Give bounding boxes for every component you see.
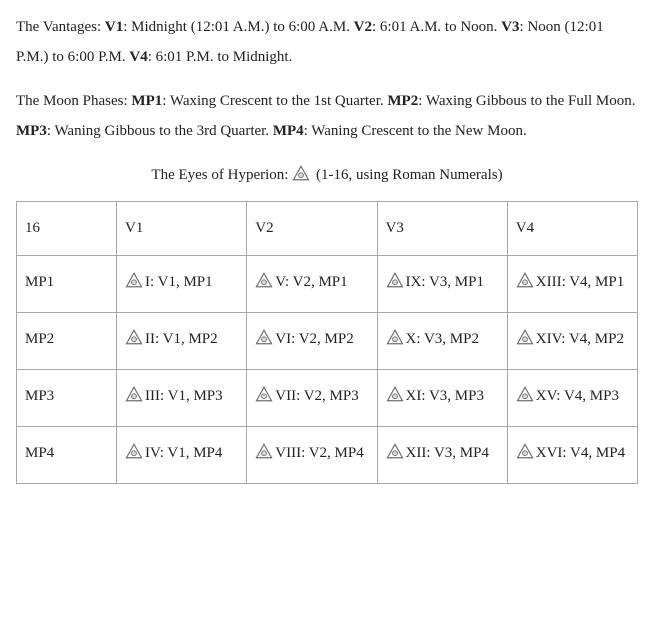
vantage-text: : Midnight (12:01 A.M.) to 6:00 A.M. [123,19,353,35]
vantage-key: V3 [501,19,519,35]
row-header: MP3 [17,370,117,427]
eye-of-hyperion-icon [125,269,143,302]
cell-text: I: V1, MP1 [145,274,213,290]
cell-text: VI: V2, MP2 [275,331,354,347]
cell-text: XV: V4, MP3 [536,388,619,404]
moon-phases-paragraph: The Moon Phases: MP1: Waxing Crescent to… [16,86,638,146]
table-heading-suffix: (1-16, using Roman Numerals) [316,167,503,183]
cell-text: XIV: V4, MP2 [536,331,624,347]
table-row: MP2 II: V1, MP2 VI: V2, MP2 X: V3, MP2 XIV: … [17,313,638,370]
cell-text: V: V2, MP1 [275,274,347,290]
column-header: V1 [117,202,247,256]
table-row: MP3 III: V1, MP3 VII: V2, MP3 XI: V3, MP3 XV… [17,370,638,427]
moon-phase-key: MP4 [273,123,304,139]
eye-of-hyperion-icon [516,326,534,359]
table-cell: VII: V2, MP3 [247,370,377,427]
moon-phase-key: MP2 [387,93,418,109]
row-header: MP4 [17,427,117,484]
moon-phase-text: : Waning Gibbous to the 3rd Quarter. [47,123,273,139]
moon-phase-key: MP3 [16,123,47,139]
eye-of-hyperion-icon [255,269,273,302]
vantage-key: V2 [354,19,372,35]
cell-text: II: V1, MP2 [145,331,218,347]
eye-of-hyperion-icon [255,326,273,359]
vantage-key: V4 [129,49,147,65]
table-cell: IX: V3, MP1 [377,256,507,313]
eye-of-hyperion-icon [292,163,310,193]
eye-of-hyperion-icon [125,326,143,359]
table-cell: IV: V1, MP4 [117,427,247,484]
table-cell: VI: V2, MP2 [247,313,377,370]
cell-text: IX: V3, MP1 [406,274,485,290]
column-header: V2 [247,202,377,256]
row-header: MP2 [17,313,117,370]
cell-text: XVI: V4, MP4 [536,445,625,461]
eye-of-hyperion-icon [386,440,404,473]
eyes-table: 16V1V2V3V4MP1I: V1, MP1V: V2, MP1IX: V3,… [16,201,638,484]
eye-of-hyperion-icon [516,440,534,473]
moon-phase-text: : Waxing Crescent to the 1st Quarter. [162,93,387,109]
table-cell: II: V1, MP2 [117,313,247,370]
table-heading-prefix: The Eyes of Hyperion: [151,167,292,183]
vantages-label: The Vantages: [16,19,101,35]
table-cell: XIV: V4, MP2 [507,313,637,370]
cell-text: VII: V2, MP3 [275,388,358,404]
table-heading: The Eyes of Hyperion: (1-16, using Roman… [16,160,638,193]
table-cell: XV: V4, MP3 [507,370,637,427]
table-row: MP1 I: V1, MP1 V: V2, MP1 IX: V3, MP1 XIII: … [17,256,638,313]
table-cell: VIII: V2, MP4 [247,427,377,484]
eye-of-hyperion-icon [255,383,273,416]
eye-of-hyperion-icon [516,383,534,416]
vantage-text: : 6:01 P.M. to Midnight. [148,49,293,65]
eye-of-hyperion-icon [516,269,534,302]
table-row: MP4 IV: V1, MP4 VIII: V2, MP4 XII: V3, MP4 X… [17,427,638,484]
table-cell: X: V3, MP2 [377,313,507,370]
row-header: MP1 [17,256,117,313]
cell-text: III: V1, MP3 [145,388,223,404]
table-cell: III: V1, MP3 [117,370,247,427]
eye-of-hyperion-icon [255,440,273,473]
table-cell: I: V1, MP1 [117,256,247,313]
cell-text: VIII: V2, MP4 [275,445,363,461]
table-corner-cell: 16 [17,202,117,256]
moon-phase-text: : Waxing Gibbous to the Full Moon. [418,93,635,109]
table-cell: XI: V3, MP3 [377,370,507,427]
table-cell: XII: V3, MP4 [377,427,507,484]
table-cell: XVI: V4, MP4 [507,427,637,484]
table-cell: V: V2, MP1 [247,256,377,313]
column-header: V4 [507,202,637,256]
eye-of-hyperion-icon [386,326,404,359]
table-cell: XIII: V4, MP1 [507,256,637,313]
moon-phase-key: MP1 [131,93,162,109]
moon-phase-text: : Waning Crescent to the New Moon. [304,123,527,139]
eye-of-hyperion-icon [386,269,404,302]
vantages-paragraph: The Vantages: V1: Midnight (12:01 A.M.) … [16,12,638,72]
cell-text: X: V3, MP2 [406,331,480,347]
eye-of-hyperion-icon [125,383,143,416]
cell-text: IV: V1, MP4 [145,445,222,461]
cell-text: XII: V3, MP4 [406,445,489,461]
column-header: V3 [377,202,507,256]
eye-of-hyperion-icon [125,440,143,473]
vantage-key: V1 [105,19,123,35]
eye-of-hyperion-icon [386,383,404,416]
moon-phases-label: The Moon Phases: [16,93,128,109]
vantage-text: : 6:01 A.M. to Noon. [372,19,501,35]
table-row: 16V1V2V3V4 [17,202,638,256]
cell-text: XIII: V4, MP1 [536,274,624,290]
cell-text: XI: V3, MP3 [406,388,485,404]
